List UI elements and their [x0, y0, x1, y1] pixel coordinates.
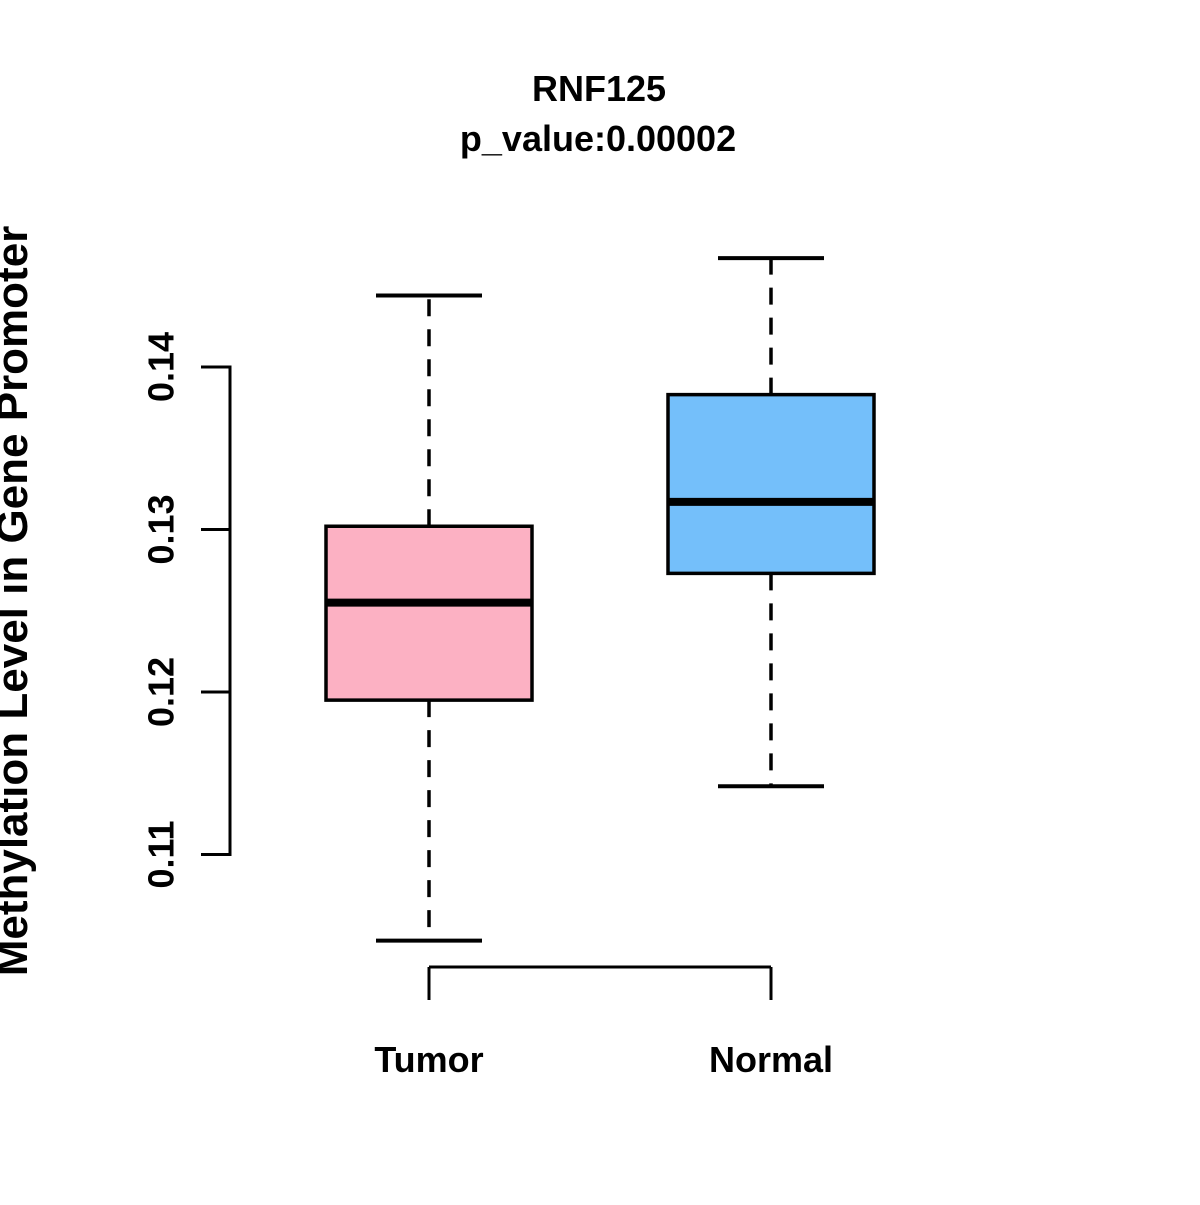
chart-subtitle: p_value:0.00002 [460, 118, 736, 159]
y-axis: 0.11 0.12 0.13 0.14 [141, 332, 232, 889]
boxes-layer [324, 256, 876, 943]
normal-boxplot [666, 256, 876, 789]
x-category-label-tumor: Tumor [374, 1039, 483, 1080]
x-category-label-normal: Normal [709, 1039, 833, 1080]
y-axis-label: Methylation Level in Gene Promoter [0, 226, 37, 977]
normal-box [666, 392, 876, 576]
tumor-box [324, 524, 534, 702]
y-tick-label: 0.14 [141, 332, 182, 402]
chart-title: RNF125 [532, 68, 666, 109]
x-axis: Tumor Normal [374, 965, 833, 1080]
y-tick-label: 0.13 [141, 494, 182, 564]
tumor-boxplot [324, 293, 534, 943]
y-tick-label: 0.12 [141, 657, 182, 727]
y-tick-label: 0.11 [141, 820, 182, 888]
